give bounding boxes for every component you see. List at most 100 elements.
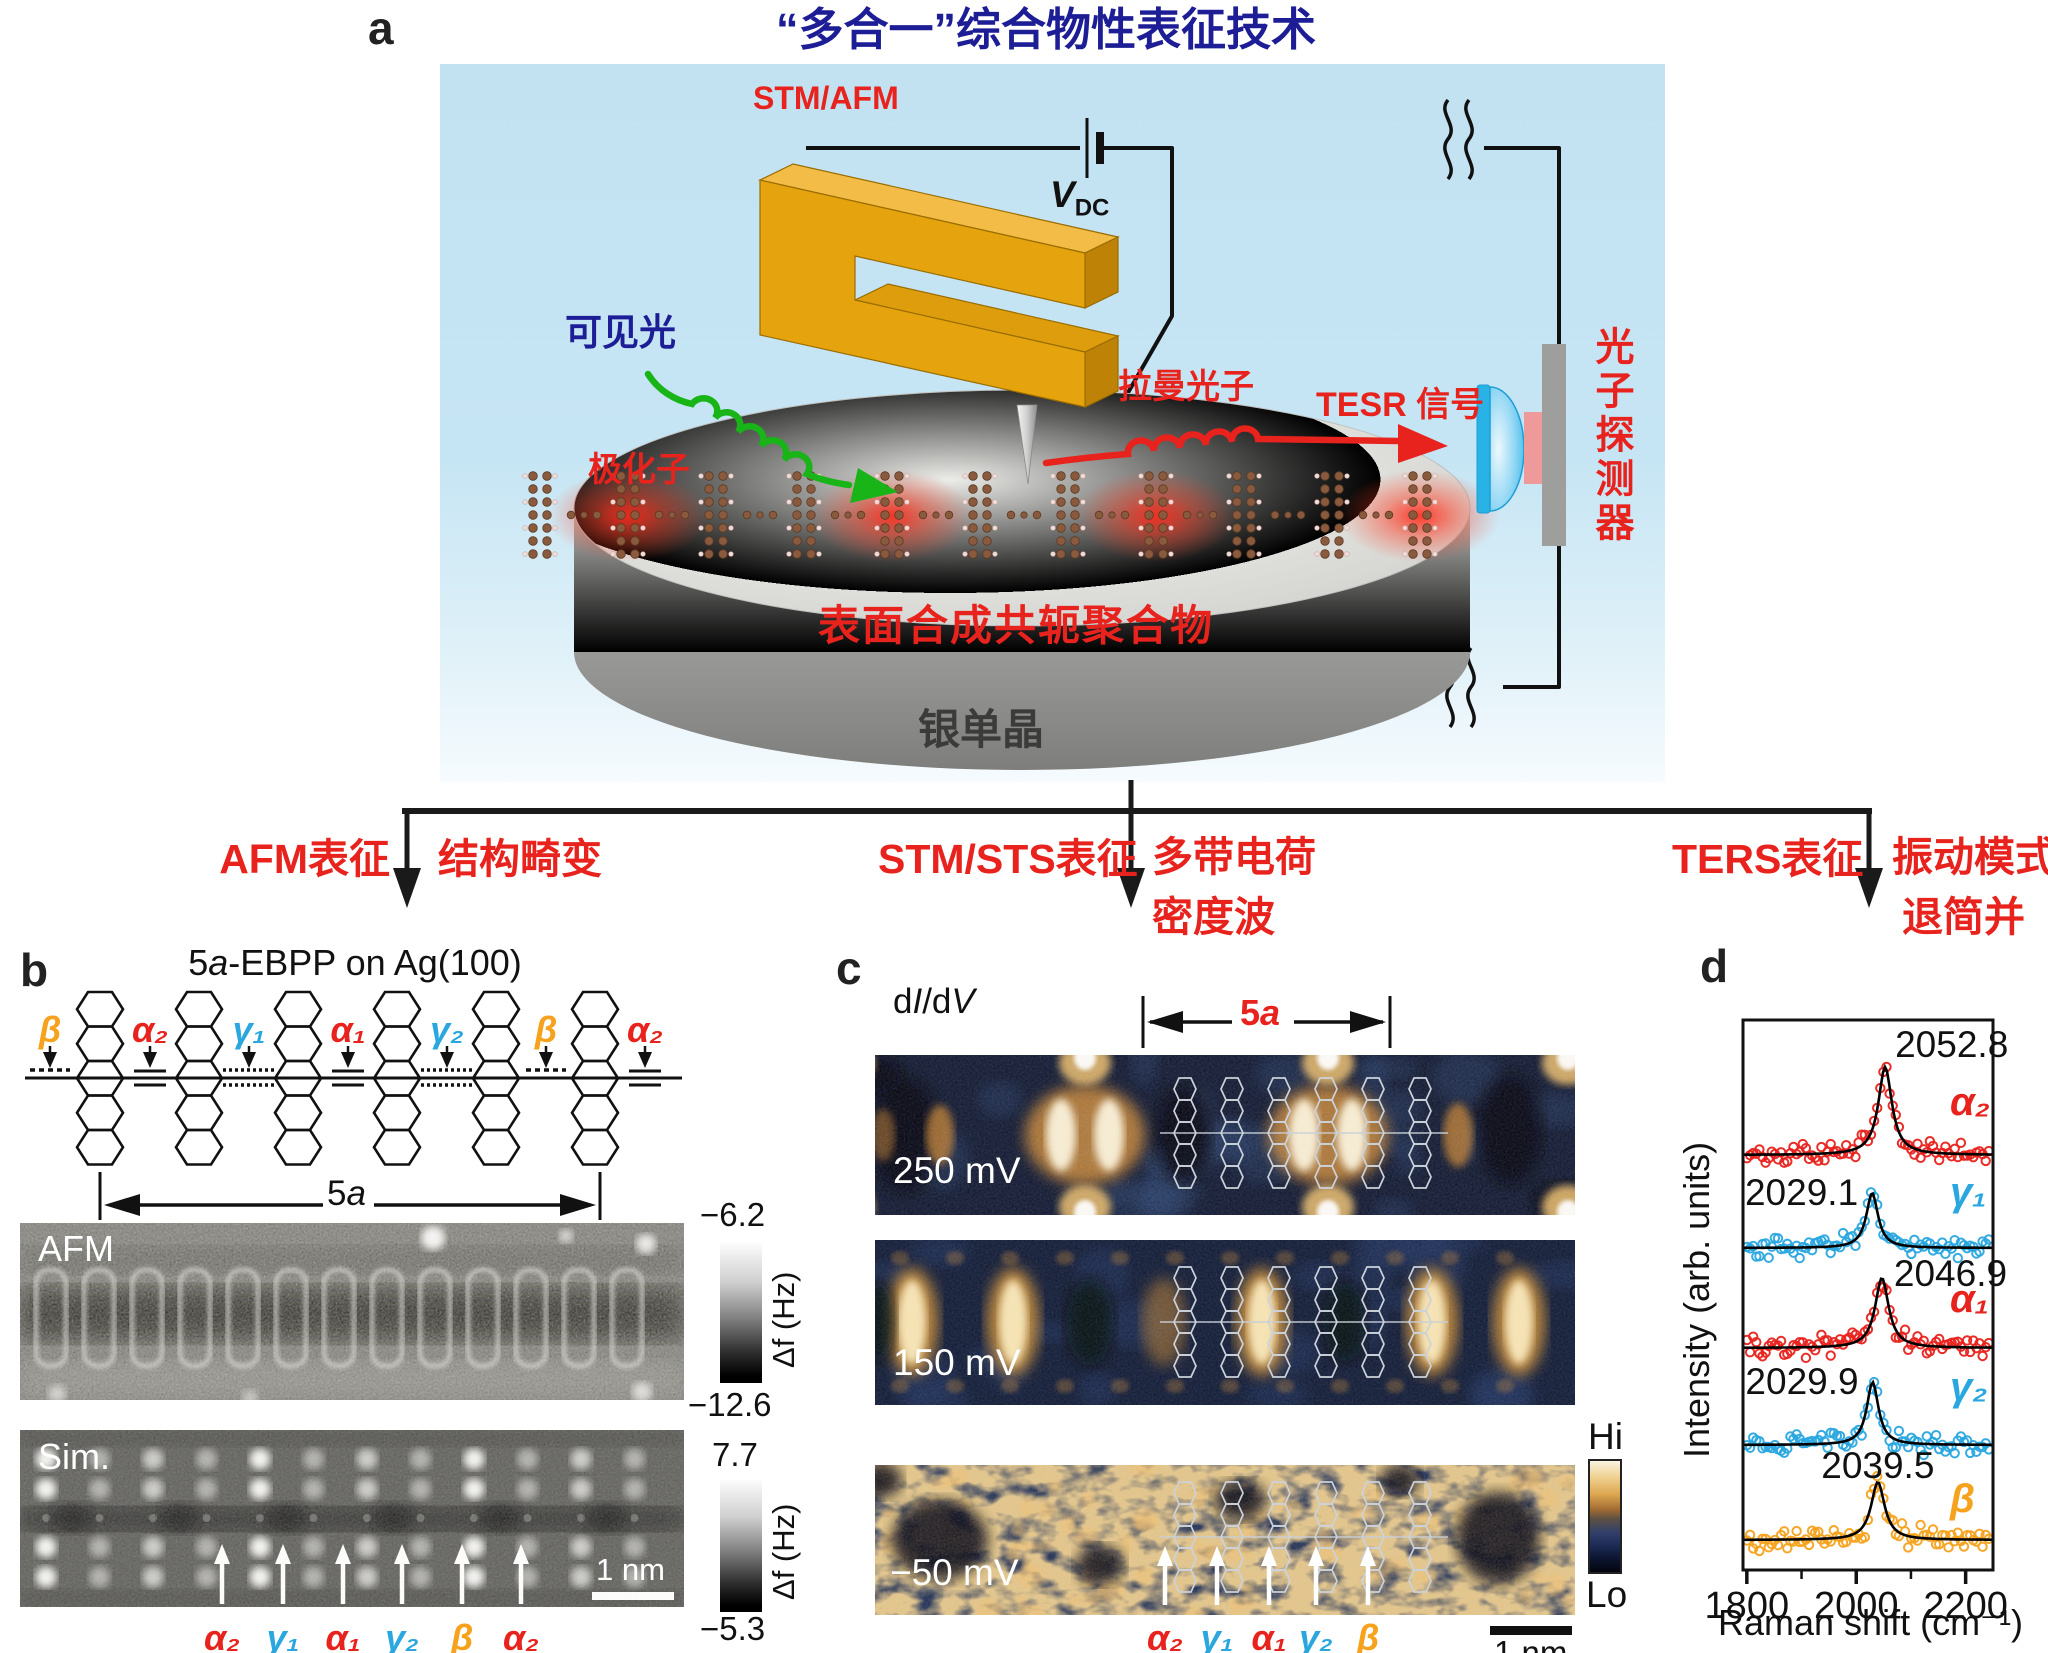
chemical-structure-5a-ebpp: β α₂ γ₁ α₁ γ₂ β α₂ bbox=[25, 990, 682, 1166]
spectrum-trace-3 bbox=[1743, 1376, 1993, 1461]
spectra-ylabel: Intensity (arb. units) bbox=[1676, 1141, 1717, 1459]
didv-colorbar bbox=[1588, 1459, 1622, 1574]
bias-symbol: V bbox=[1050, 174, 1075, 215]
bias-label: VDC bbox=[1050, 174, 1110, 222]
span-arrow-5a-b bbox=[98, 1172, 602, 1220]
afm-scale-top: −6.2 bbox=[700, 1196, 766, 1233]
flow-afm-result: 结构畸变 bbox=[438, 836, 602, 882]
site-label-c-0: α₂ bbox=[1147, 1617, 1183, 1653]
site-label-c-4: β bbox=[1356, 1617, 1379, 1653]
peak-value-3: 2029.9 bbox=[1745, 1361, 1858, 1402]
series-name-2: α₁ bbox=[1950, 1277, 1989, 1321]
span-arrow-5a-c bbox=[1141, 996, 1392, 1048]
series-name-0: α₂ bbox=[1950, 1080, 1990, 1124]
scalebar-label-b: 1 nm bbox=[596, 1552, 665, 1587]
flow-afm-technique: AFM表征 bbox=[219, 836, 390, 882]
bond-label-6: α₂ bbox=[627, 1009, 663, 1050]
xtick-2200: 2200 bbox=[1923, 1585, 2008, 1627]
simulated-afm-image bbox=[20, 1430, 684, 1607]
afm-scale-unit: Δf (Hz) bbox=[766, 1271, 801, 1369]
bond-site-labels-c: α₂ γ₁ α₁ γ₂ β bbox=[1147, 1617, 1379, 1653]
xtick-2000: 2000 bbox=[1814, 1585, 1899, 1627]
sensor-label: STM/AFM bbox=[753, 80, 899, 116]
sim-scale-bottom: −5.3 bbox=[700, 1610, 766, 1647]
flow-ters-result-2: 退简并 bbox=[1902, 894, 2025, 940]
spectrum-trace-2 bbox=[1743, 1277, 1993, 1364]
span-5-b: 5 bbox=[327, 1174, 347, 1213]
series-name-3: γ₂ bbox=[1950, 1365, 1988, 1409]
polymer-chain bbox=[522, 470, 1500, 562]
flow-arrows bbox=[393, 780, 1883, 908]
flow-ters-technique: TERS表征 bbox=[1672, 836, 1864, 882]
spectrum-trace-1 bbox=[1743, 1187, 1993, 1264]
panel-b-label: b bbox=[20, 944, 49, 996]
didv-map-minus50mv bbox=[875, 1465, 1575, 1615]
peak-value-0: 2052.8 bbox=[1895, 1024, 2008, 1065]
didv-map-150mv bbox=[875, 1240, 1575, 1405]
site-label-b-0: α₂ bbox=[204, 1617, 240, 1653]
scalebar-label-c: 1 nm bbox=[1494, 1634, 1568, 1653]
lorentzian-fit-1 bbox=[1743, 1192, 1993, 1250]
afm-colorbar bbox=[720, 1243, 762, 1383]
afm-scale-bottom: −12.6 bbox=[688, 1386, 772, 1423]
flow-stm-technique: STM/STS表征 bbox=[878, 836, 1138, 882]
lorentzian-fit-0 bbox=[1743, 1063, 1993, 1156]
figure-title: “多合一”综合物性表征技术 bbox=[775, 4, 1316, 55]
peak-value-1: 2029.1 bbox=[1745, 1172, 1858, 1213]
ters-spectra-plot: 2052.8 α₂ 2029.1 γ₁ 2046.9α₁ 2029.9 γ₂ 2039.5 β 1… bbox=[1705, 1018, 2008, 1627]
raman-photon-arrow bbox=[1042, 424, 1448, 467]
substrate-label: 银单晶 bbox=[918, 706, 1045, 753]
panel-d-label: d bbox=[1700, 940, 1729, 992]
site-label-b-2: α₁ bbox=[326, 1617, 361, 1653]
raman-photon-label: 拉曼光子 bbox=[1118, 368, 1254, 406]
bias-subscript: DC bbox=[1074, 194, 1110, 222]
tesr-signal-label: TESR 信号 bbox=[1316, 386, 1485, 424]
span-a-c: a bbox=[1260, 992, 1281, 1033]
site-label-b-5: α₂ bbox=[503, 1617, 539, 1653]
polaron-label: 极化子 bbox=[588, 451, 690, 489]
span-label-5a-c: 5a bbox=[1240, 994, 1280, 1032]
scalebar-c bbox=[1490, 1626, 1572, 1635]
flow-stm-result-2: 密度波 bbox=[1152, 894, 1275, 940]
didv-label: dI/dV bbox=[893, 982, 975, 1021]
bond-label-1: α₂ bbox=[132, 1009, 168, 1050]
peak-value-2: 2046.9 bbox=[1894, 1253, 2007, 1294]
site-label-c-3: γ₂ bbox=[1299, 1617, 1333, 1653]
peak-value-4: 2039.5 bbox=[1821, 1445, 1934, 1486]
collection-lens bbox=[1476, 384, 1525, 514]
panel-b-title-rest: -EBPP on Ag(100) bbox=[228, 942, 522, 983]
lorentzian-fit-4 bbox=[1743, 1481, 1993, 1542]
panel-b-title-num: 5 bbox=[188, 942, 209, 983]
flow-stm-result-1: 多带电荷 bbox=[1152, 834, 1316, 880]
xtick-1800: 1800 bbox=[1705, 1585, 1790, 1627]
bond-label-4: γ₂ bbox=[430, 1009, 464, 1050]
sim-image-label: Sim. bbox=[38, 1436, 110, 1477]
visible-light-arrow bbox=[644, 370, 898, 503]
sim-colorbar bbox=[720, 1480, 762, 1612]
didv-d: d bbox=[893, 982, 913, 1021]
site-label-c-2: α₁ bbox=[1252, 1617, 1287, 1653]
site-label-b-4: β bbox=[450, 1617, 473, 1653]
sim-scale-unit: Δf (Hz) bbox=[766, 1503, 801, 1601]
panel-b-title: 5a-EBPP on Ag(100) bbox=[0, 944, 710, 982]
visible-light-label: 可见光 bbox=[565, 312, 676, 353]
series-name-4: β bbox=[1949, 1477, 1975, 1521]
span-a-b: a bbox=[346, 1174, 366, 1213]
bond-label-5: β bbox=[534, 1009, 557, 1050]
detector-mount bbox=[1542, 344, 1566, 546]
panel-b-title-letter: a bbox=[208, 942, 229, 983]
span-5-c: 5 bbox=[1240, 992, 1261, 1033]
bias-150mv-label: 150 mV bbox=[893, 1342, 1021, 1383]
afm-image bbox=[20, 1223, 684, 1400]
spectra-frame bbox=[1741, 1018, 1995, 1572]
panel-a-label: a bbox=[368, 2, 394, 54]
detector-chip bbox=[1524, 412, 1542, 484]
lorentzian-fit-3 bbox=[1743, 1379, 1993, 1447]
bond-label-3: α₁ bbox=[331, 1009, 366, 1050]
didv-V: V bbox=[951, 982, 975, 1021]
span-label-5a-b: 5a bbox=[327, 1174, 366, 1213]
didv-map-250mv bbox=[875, 1055, 1575, 1215]
colorbar-lo-label: Lo bbox=[1586, 1574, 1628, 1615]
bond-site-labels-b: α₂ γ₁ α₁ γ₂ β α₂ bbox=[204, 1617, 539, 1653]
